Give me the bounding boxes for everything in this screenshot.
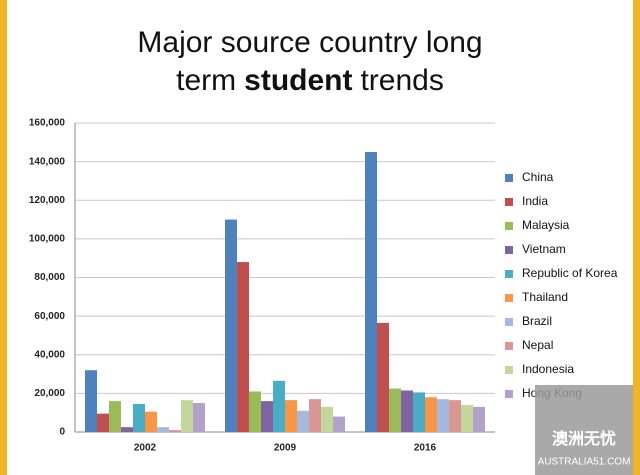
- y-tick-label: 140,000: [29, 156, 66, 167]
- bar: [169, 430, 181, 432]
- legend-label: India: [522, 194, 548, 208]
- bar: [249, 391, 261, 432]
- title-part: trends: [360, 64, 443, 97]
- bar: [181, 400, 193, 432]
- title-part: Major source country long: [137, 26, 482, 59]
- watermark-box: [535, 385, 633, 475]
- title-emphasis: student: [244, 64, 352, 97]
- bar: [473, 406, 485, 432]
- x-tick-label: 2002: [134, 443, 157, 454]
- legend-swatch: [505, 246, 513, 254]
- x-tick-label: 2016: [414, 443, 437, 454]
- legend-swatch: [505, 342, 513, 350]
- bar: [437, 399, 449, 432]
- title-line: Major source country long: [137, 26, 482, 59]
- y-tick-label: 0: [59, 427, 65, 438]
- border-right: [633, 0, 640, 475]
- bar: [109, 401, 121, 432]
- bar: [413, 392, 425, 432]
- legend-swatch: [505, 318, 513, 326]
- x-tick-label: 2009: [274, 443, 297, 454]
- bar: [401, 390, 413, 432]
- legend-label: Nepal: [522, 338, 553, 352]
- legend-label: Thailand: [522, 290, 568, 304]
- bar: [449, 400, 461, 432]
- watermark-url: AUSTRALIA51.COM: [538, 457, 631, 468]
- bar: [261, 401, 273, 432]
- title-part: term: [176, 64, 236, 97]
- legend-label: Malaysia: [522, 218, 570, 232]
- y-tick-label: 160,000: [29, 118, 66, 129]
- legend-swatch: [505, 270, 513, 278]
- legend-label: Indonesia: [522, 362, 574, 376]
- legend-swatch: [505, 174, 513, 182]
- bar: [237, 262, 249, 432]
- title-line: term student trends: [176, 64, 444, 97]
- border-left: [0, 0, 7, 475]
- bar: [365, 151, 377, 432]
- legend-swatch: [505, 390, 513, 398]
- legend-swatch: [505, 198, 513, 206]
- bar: [273, 380, 285, 432]
- bar: [389, 388, 401, 432]
- bar: [133, 403, 145, 432]
- bar: [425, 397, 437, 432]
- bar: [97, 413, 109, 432]
- y-tick-label: 20,000: [34, 388, 65, 399]
- bar: [121, 427, 133, 432]
- bar: [157, 427, 169, 432]
- bar: [193, 403, 205, 432]
- y-tick-label: 120,000: [29, 195, 66, 206]
- legend-swatch: [505, 366, 513, 374]
- y-tick-label: 80,000: [34, 272, 65, 283]
- bar: [285, 400, 297, 432]
- legend-label: China: [522, 170, 554, 184]
- legend-swatch: [505, 294, 513, 302]
- bar: [377, 322, 389, 432]
- watermark-brand: 澳洲无忧: [552, 429, 616, 448]
- y-tick-label: 100,000: [29, 234, 66, 245]
- bar: [85, 370, 97, 432]
- bar: [309, 399, 321, 432]
- bar: [321, 406, 333, 432]
- legend-label: Vietnam: [522, 242, 566, 256]
- legend-label: Brazil: [522, 314, 552, 328]
- bar: [297, 410, 309, 432]
- legend-label: Republic of Korea: [522, 266, 618, 280]
- legend-swatch: [505, 222, 513, 230]
- y-tick-label: 40,000: [34, 349, 65, 360]
- bar: [145, 411, 157, 432]
- y-tick-label: 60,000: [34, 311, 65, 322]
- bar: [333, 416, 345, 432]
- bar: [461, 404, 473, 432]
- bar: [225, 219, 237, 432]
